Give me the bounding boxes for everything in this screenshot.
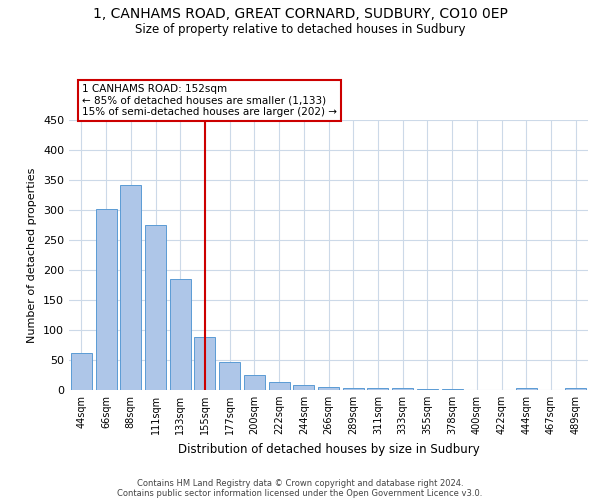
Text: Size of property relative to detached houses in Sudbury: Size of property relative to detached ho… <box>135 22 465 36</box>
Bar <box>343 388 364 390</box>
Bar <box>170 279 191 390</box>
Bar <box>293 385 314 390</box>
Bar <box>367 388 388 390</box>
Bar <box>442 389 463 390</box>
Text: 1 CANHAMS ROAD: 152sqm
← 85% of detached houses are smaller (1,133)
15% of semi-: 1 CANHAMS ROAD: 152sqm ← 85% of detached… <box>82 84 337 117</box>
Text: 1, CANHAMS ROAD, GREAT CORNARD, SUDBURY, CO10 0EP: 1, CANHAMS ROAD, GREAT CORNARD, SUDBURY,… <box>92 8 508 22</box>
Bar <box>516 388 537 390</box>
Text: Contains HM Land Registry data © Crown copyright and database right 2024.: Contains HM Land Registry data © Crown c… <box>137 478 463 488</box>
Bar <box>269 382 290 390</box>
Bar <box>95 210 116 390</box>
X-axis label: Distribution of detached houses by size in Sudbury: Distribution of detached houses by size … <box>178 442 479 456</box>
Bar <box>194 337 215 390</box>
Bar <box>145 225 166 390</box>
Y-axis label: Number of detached properties: Number of detached properties <box>28 168 37 342</box>
Bar <box>565 388 586 390</box>
Bar <box>417 389 438 390</box>
Bar <box>219 362 240 390</box>
Text: Contains public sector information licensed under the Open Government Licence v3: Contains public sector information licen… <box>118 488 482 498</box>
Bar <box>71 353 92 390</box>
Bar <box>120 186 141 390</box>
Bar <box>392 388 413 390</box>
Bar <box>318 387 339 390</box>
Bar <box>244 375 265 390</box>
